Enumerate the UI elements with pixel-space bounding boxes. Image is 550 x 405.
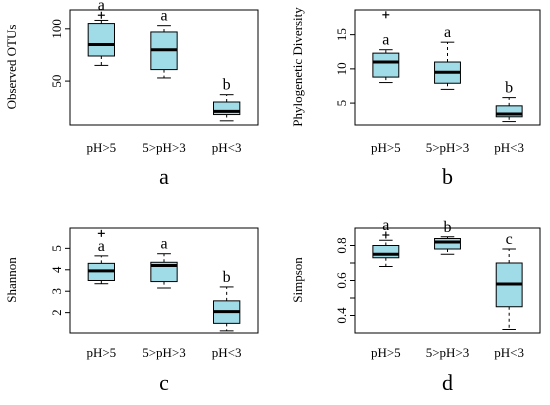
iqr-box	[372, 245, 400, 259]
panel-label: a	[159, 164, 169, 189]
category-label: pH<3	[494, 140, 524, 155]
panel-c: 2 3 4 5 Shannon pH>5 5>pH>3 pH<3 c a a b	[4, 227, 259, 395]
plot-frame	[69, 227, 259, 334]
box-1: a	[372, 11, 400, 84]
category-label: pH>5	[86, 140, 116, 155]
significance-letter: b	[444, 219, 452, 236]
box-1: a	[87, 0, 115, 66]
iqr-box	[372, 52, 400, 78]
significance-letter: a	[98, 0, 105, 14]
significance-letter: b	[223, 77, 231, 94]
y-axis-label: Phylogenetic Diversity	[290, 7, 305, 127]
box-1: a	[372, 217, 400, 267]
category-label: 5>pH>3	[426, 345, 470, 360]
iqr-box	[495, 105, 523, 118]
iqr-box	[150, 261, 178, 283]
category-label: 5>pH>3	[142, 345, 186, 360]
significance-letter: a	[98, 238, 105, 255]
y-tick-label: 10	[334, 62, 349, 75]
box-2: a	[150, 8, 178, 79]
y-tick-label: 50	[49, 75, 64, 88]
box-2: a	[150, 236, 178, 289]
y-tick-label: 0.6	[334, 272, 349, 289]
box-2: b	[434, 219, 461, 255]
panel-label: b	[442, 164, 453, 189]
outlier-point	[97, 229, 105, 237]
y-tick-label: 5	[334, 100, 349, 107]
panel-d: 0.4 0.6 0.8 Simpson pH>5 5>pH>3 pH<3 d a b c	[290, 217, 541, 395]
category-label: pH<3	[494, 345, 524, 360]
y-tick-label: 2	[49, 309, 64, 316]
significance-letter: a	[160, 236, 167, 253]
plot-frame	[69, 9, 259, 126]
y-axis-label: Simpson	[290, 257, 305, 303]
significance-letter: a	[160, 8, 167, 25]
y-tick-label: 0.8	[334, 237, 349, 253]
outlier-point	[382, 11, 390, 19]
category-label: pH<3	[212, 345, 242, 360]
significance-letter: a	[382, 32, 389, 49]
significance-letter: c	[506, 231, 513, 248]
significance-letter: a	[382, 217, 389, 234]
category-label: pH>5	[371, 140, 401, 155]
y-tick-label: 0.4	[334, 307, 349, 324]
y-tick-label: 3	[49, 288, 64, 295]
box-1: a	[87, 229, 115, 285]
y-tick-label: 15	[334, 28, 349, 41]
significance-letter: b	[223, 269, 231, 286]
category-label: pH>5	[86, 345, 116, 360]
y-axis-label: Observed OTUs	[4, 25, 19, 110]
panel-b: 5 10 15 Phylogenetic Diversity pH>5 5>pH>3 pH<…	[290, 7, 541, 189]
y-tick-label: 5	[49, 245, 64, 252]
iqr-box	[87, 23, 115, 57]
box-3: c	[495, 231, 523, 330]
category-label: 5>pH>3	[426, 140, 470, 155]
category-label: pH<3	[212, 140, 242, 155]
plot-frame	[354, 9, 541, 126]
box-3: b	[495, 80, 523, 123]
category-label: pH>5	[371, 345, 401, 360]
box-3: b	[213, 269, 241, 332]
panel-a: 50 100 Observed OTUs pH>5 5>pH>3 pH<3 a a a b	[4, 0, 259, 189]
y-tick-label: 4	[49, 266, 64, 273]
iqr-box	[434, 238, 461, 250]
box-3: b	[213, 77, 241, 122]
y-axis-label: Shannon	[4, 257, 19, 303]
panel-label: d	[442, 370, 453, 395]
significance-letter: b	[505, 80, 513, 97]
outlier-point	[97, 11, 105, 19]
category-label: 5>pH>3	[142, 140, 186, 155]
outlier-point	[382, 231, 390, 239]
significance-letter: a	[444, 24, 451, 41]
y-tick-label: 100	[49, 19, 64, 39]
box-2: a	[434, 24, 461, 90]
panel-label: c	[159, 370, 169, 395]
